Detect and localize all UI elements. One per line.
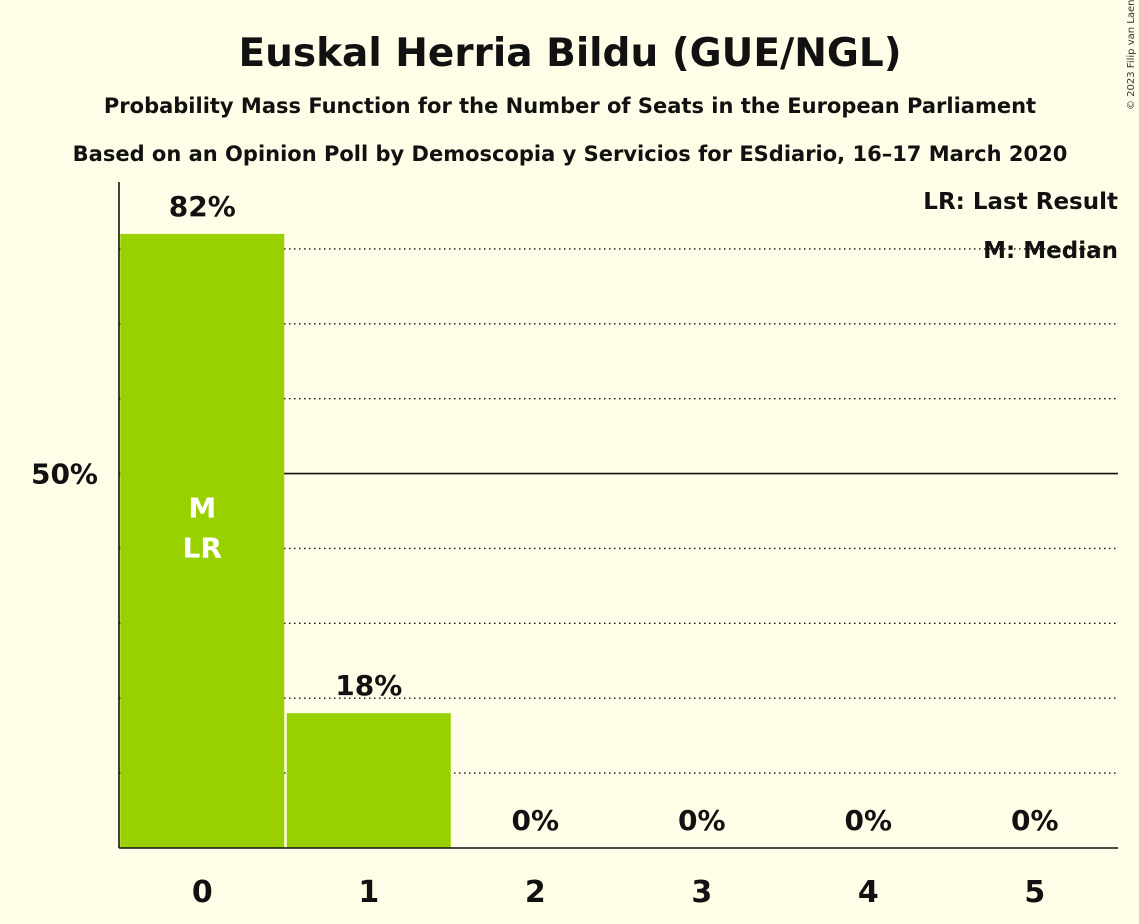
y-tick-label: 50% — [31, 458, 98, 491]
bar-1 — [286, 713, 451, 848]
chart-title: Euskal Herria Bildu (GUE/NGL) — [238, 31, 901, 76]
median-marker: M — [188, 492, 216, 525]
bars — [120, 233, 451, 848]
value-label-1: 18% — [335, 669, 402, 702]
chart-subtitle-source: Based on an Opinion Poll by Demoscopia y… — [73, 142, 1068, 166]
bar-0 — [120, 233, 285, 848]
value-label-0: 82% — [169, 190, 236, 223]
copyright-credit: © 2023 Filip van Laenen — [1126, 0, 1137, 110]
axes: 50% 0 1 2 3 4 5 — [31, 182, 1118, 910]
gridlines — [119, 248, 1118, 774]
x-tick-label-5: 5 — [1024, 875, 1045, 910]
legend-median: M: Median — [983, 238, 1118, 264]
last-result-marker: LR — [183, 532, 222, 565]
value-label-4: 0% — [844, 804, 892, 837]
value-label-3: 0% — [678, 804, 726, 837]
x-tick-label-4: 4 — [858, 875, 879, 910]
legend-last-result: LR: Last Result — [923, 189, 1118, 215]
x-tick-label-3: 3 — [691, 875, 712, 910]
x-tick-label-0: 0 — [192, 875, 213, 910]
data-labels: 82% 18% 0% 0% 0% 0% M LR — [169, 190, 1059, 837]
x-tick-label-1: 1 — [358, 875, 379, 910]
x-tick-label-2: 2 — [525, 875, 546, 910]
chart-subtitle: Probability Mass Function for the Number… — [104, 94, 1036, 118]
value-label-5: 0% — [1011, 804, 1059, 837]
value-label-2: 0% — [511, 804, 559, 837]
